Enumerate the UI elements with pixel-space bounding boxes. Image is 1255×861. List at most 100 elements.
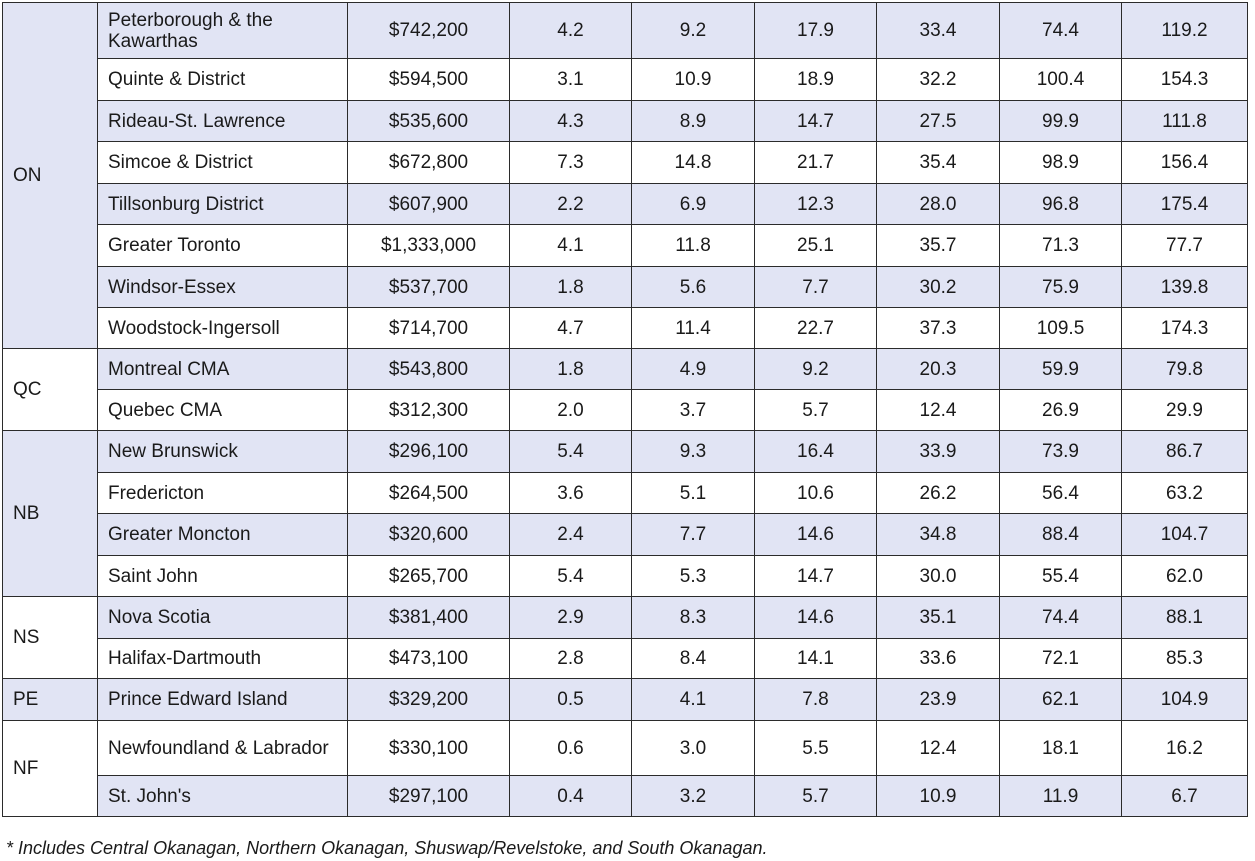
change-cell-5: 88.4 bbox=[999, 513, 1122, 556]
change-cell-1: 2.9 bbox=[509, 596, 632, 639]
change-cell-1: 0.6 bbox=[509, 720, 632, 776]
table-row: Tillsonburg District $607,900 2.2 6.9 12.3 28… bbox=[3, 183, 1248, 225]
region-name-cell: Tillsonburg District bbox=[97, 183, 348, 225]
table-row: Windsor-Essex $537,700 1.8 5.6 7.7 30.2 75.9 13… bbox=[3, 266, 1248, 308]
table-row: ON Peterborough & the Kawarthas $742,200 4.… bbox=[2, 2, 1248, 349]
change-cell-3: 14.7 bbox=[754, 555, 877, 597]
change-cell-1: 2.8 bbox=[509, 638, 632, 679]
province-cell: PE bbox=[2, 678, 98, 721]
change-cell-2: 9.3 bbox=[631, 430, 755, 473]
table-row: Woodstock-Ingersoll $714,700 4.7 11.4 22.7 37… bbox=[3, 307, 1248, 349]
change-cell-3: 12.3 bbox=[754, 183, 877, 225]
change-cell-5: 71.3 bbox=[999, 224, 1122, 267]
table-row: Saint John $265,700 5.4 5.3 14.7 30.0 55.4 62.0 bbox=[3, 555, 1248, 597]
change-cell-1: 5.4 bbox=[509, 430, 632, 473]
region-name-cell: Greater Moncton bbox=[97, 513, 348, 556]
province-cell: ON bbox=[2, 2, 98, 349]
benchmark-price-cell: $381,400 bbox=[347, 596, 510, 639]
table-row: Greater Moncton $320,600 2.4 7.7 14.6 34.8 88.… bbox=[3, 513, 1248, 556]
change-cell-3: 9.2 bbox=[754, 348, 877, 390]
change-cell-6: 111.8 bbox=[1121, 100, 1248, 142]
change-cell-2: 14.8 bbox=[631, 141, 755, 184]
change-cell-6: 139.8 bbox=[1121, 266, 1248, 308]
region-name-cell: Nova Scotia bbox=[97, 596, 348, 639]
change-cell-4: 32.2 bbox=[876, 58, 1000, 101]
benchmark-price-cell: $312,300 bbox=[347, 389, 510, 431]
table-row: Halifax-Dartmouth $473,100 2.8 8.4 14.1 33.6 7… bbox=[3, 638, 1248, 679]
benchmark-price-cell: $607,900 bbox=[347, 183, 510, 225]
region-name-cell: Fredericton bbox=[97, 472, 348, 514]
change-cell-3: 5.7 bbox=[754, 389, 877, 431]
change-cell-3: 17.9 bbox=[754, 2, 877, 59]
change-cell-3: 21.7 bbox=[754, 141, 877, 184]
change-cell-6: 6.7 bbox=[1121, 775, 1248, 817]
benchmark-price-cell: $537,700 bbox=[347, 266, 510, 308]
change-cell-2: 4.9 bbox=[631, 348, 755, 390]
change-cell-6: 174.3 bbox=[1121, 307, 1248, 349]
footnote: * Includes Central Okanagan, Northern Ok… bbox=[6, 838, 768, 858]
change-cell-4: 35.4 bbox=[876, 141, 1000, 184]
change-cell-3: 10.6 bbox=[754, 472, 877, 514]
change-cell-5: 75.9 bbox=[999, 266, 1122, 308]
table-row: Greater Toronto $1,333,000 4.1 11.8 25.1 35.7… bbox=[3, 224, 1248, 267]
change-cell-1: 4.3 bbox=[509, 100, 632, 142]
change-cell-2: 10.9 bbox=[631, 58, 755, 101]
change-cell-5: 55.4 bbox=[999, 555, 1122, 597]
change-cell-4: 23.9 bbox=[876, 678, 1000, 721]
change-cell-5: 109.5 bbox=[999, 307, 1122, 349]
change-cell-1: 5.4 bbox=[509, 555, 632, 597]
benchmark-price-cell: $329,200 bbox=[347, 678, 510, 721]
region-name-cell: Prince Edward Island bbox=[97, 678, 348, 721]
change-cell-3: 14.6 bbox=[754, 513, 877, 556]
change-cell-4: 35.7 bbox=[876, 224, 1000, 267]
price-index-table: ON Peterborough & the Kawarthas $742,200 4.… bbox=[2, 2, 1248, 817]
change-cell-5: 11.9 bbox=[999, 775, 1122, 817]
region-name-cell: Quebec CMA bbox=[97, 389, 348, 431]
change-cell-4: 30.0 bbox=[876, 555, 1000, 597]
change-cell-6: 175.4 bbox=[1121, 183, 1248, 225]
region-name-cell: Greater Toronto bbox=[97, 224, 348, 267]
region-name-cell: Saint John bbox=[97, 555, 348, 597]
change-cell-4: 10.9 bbox=[876, 775, 1000, 817]
benchmark-price-cell: $330,100 bbox=[347, 720, 510, 776]
change-cell-2: 5.6 bbox=[631, 266, 755, 308]
change-cell-4: 12.4 bbox=[876, 720, 1000, 776]
change-cell-1: 1.8 bbox=[509, 348, 632, 390]
change-cell-3: 5.7 bbox=[754, 775, 877, 817]
change-cell-1: 1.8 bbox=[509, 266, 632, 308]
change-cell-1: 2.4 bbox=[509, 513, 632, 556]
change-cell-2: 5.1 bbox=[631, 472, 755, 514]
change-cell-4: 33.4 bbox=[876, 2, 1000, 59]
change-cell-5: 73.9 bbox=[999, 430, 1122, 473]
change-cell-2: 11.4 bbox=[631, 307, 755, 349]
change-cell-4: 12.4 bbox=[876, 389, 1000, 431]
province-cell: NF bbox=[2, 720, 98, 817]
change-cell-2: 4.1 bbox=[631, 678, 755, 721]
region-name-cell: St. John's bbox=[97, 775, 348, 817]
change-cell-1: 0.5 bbox=[509, 678, 632, 721]
benchmark-price-cell: $672,800 bbox=[347, 141, 510, 184]
change-cell-4: 30.2 bbox=[876, 266, 1000, 308]
table-row: NB New Brunswick $296,100 5.4 9.3 16.4 33.9 73.… bbox=[2, 430, 1248, 597]
province-cell: NS bbox=[2, 596, 98, 679]
change-cell-2: 7.7 bbox=[631, 513, 755, 556]
region-name-cell: Newfoundland & Labrador bbox=[97, 720, 348, 776]
change-cell-4: 34.8 bbox=[876, 513, 1000, 556]
change-cell-1: 4.2 bbox=[509, 2, 632, 59]
change-cell-3: 25.1 bbox=[754, 224, 877, 267]
change-cell-6: 86.7 bbox=[1121, 430, 1248, 473]
table-row: Simcoe & District $672,800 7.3 14.8 21.7 35.4… bbox=[3, 141, 1248, 184]
change-cell-5: 74.4 bbox=[999, 596, 1122, 639]
change-cell-4: 35.1 bbox=[876, 596, 1000, 639]
change-cell-5: 62.1 bbox=[999, 678, 1122, 721]
change-cell-3: 14.7 bbox=[754, 100, 877, 142]
change-cell-3: 7.7 bbox=[754, 266, 877, 308]
table-row: NS Nova Scotia $381,400 2.9 8.3 14.6 35.1 74.4 8… bbox=[2, 596, 1248, 679]
change-cell-2: 8.4 bbox=[631, 638, 755, 679]
table-row: St. John's $297,100 0.4 3.2 5.7 10.9 11.9 6.7 bbox=[3, 775, 1248, 817]
change-cell-6: 156.4 bbox=[1121, 141, 1248, 184]
change-cell-6: 154.3 bbox=[1121, 58, 1248, 101]
change-cell-1: 3.6 bbox=[509, 472, 632, 514]
benchmark-price-cell: $1,333,000 bbox=[347, 224, 510, 267]
change-cell-2: 5.3 bbox=[631, 555, 755, 597]
